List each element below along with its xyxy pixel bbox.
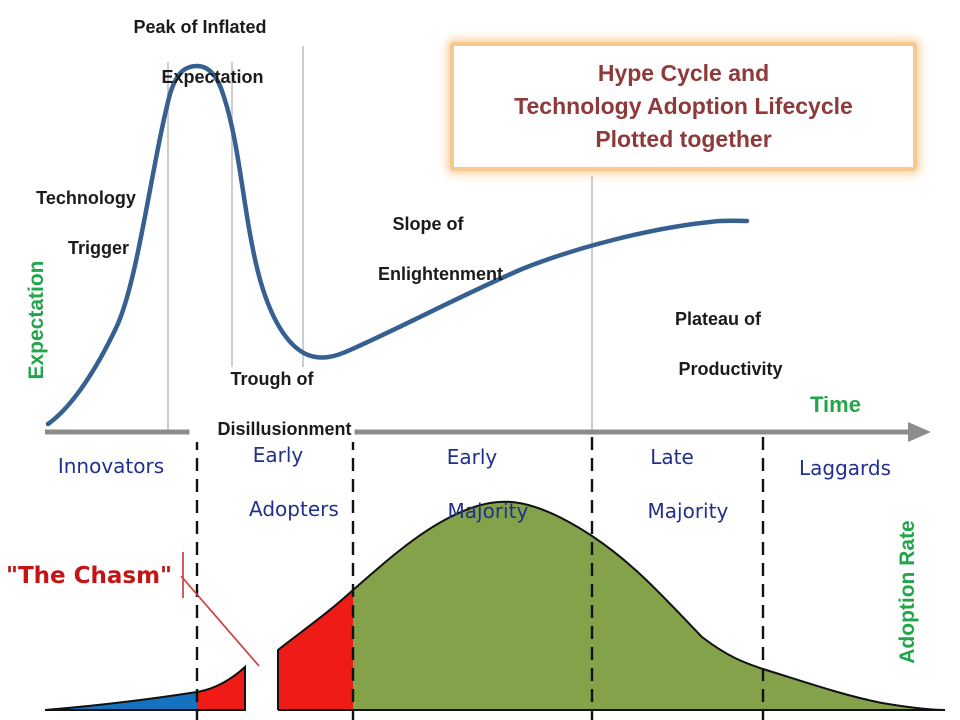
label-slope-of-enlightenment: Slope of Enlightenment <box>353 212 503 287</box>
chasm-label: "The Chasm" <box>5 563 173 589</box>
label-peak-of-inflated-expectation: Peak of Inflated Expectation <box>133 15 266 90</box>
label-plateau-of-productivity: Plateau of Productivity <box>653 307 783 382</box>
early-majority-line2: Majority <box>447 499 529 523</box>
segment-label-late-majority: Late Majority <box>616 444 729 525</box>
chasm-callout-lines <box>180 552 260 667</box>
label-trigger-line2: Trigger <box>67 238 130 258</box>
label-trough-of-disillusionment: Trough of Disillusionment <box>189 367 355 442</box>
time-axis-label: Time <box>810 392 861 417</box>
segment-divider-lines <box>195 437 765 720</box>
segment-label-laggards: Laggards <box>798 456 892 480</box>
label-slope-line2: Enlightenment <box>378 264 504 284</box>
label-plateau-line2: Productivity <box>678 359 783 379</box>
early-majority-line1: Early <box>446 445 498 469</box>
title-line1: Hype Cycle and <box>597 60 770 86</box>
late-majority-line2: Majority <box>647 499 729 523</box>
adoption-rate-axis-label: Adoption Rate <box>896 520 919 664</box>
time-axis-arrowhead-icon <box>908 422 931 442</box>
early-adopters-line1: Early <box>252 443 304 467</box>
label-peak-line2: Expectation <box>161 67 264 87</box>
label-trigger-line1: Technology <box>36 188 136 208</box>
bell-segment-innovators <box>45 692 197 710</box>
segment-label-early-adopters: Early Adopters <box>217 442 339 523</box>
hype-cycle-curve <box>45 63 750 427</box>
label-trough-line2: Disillusionment <box>217 419 352 439</box>
expectation-axis-label: Expectation <box>25 260 48 380</box>
bell-segment-early-adopters-right <box>278 590 353 710</box>
label-plateau-line1: Plateau of <box>674 309 762 329</box>
early-adopters-line2: Adopters <box>249 497 339 521</box>
late-majority-line1: Late <box>650 445 694 469</box>
bell-segment-majority <box>353 501 945 710</box>
chasm-callout-leader <box>180 575 260 667</box>
label-slope-line1: Slope of <box>392 214 464 234</box>
bell-outline-right <box>277 500 946 711</box>
segment-label-early-majority: Early Majority <box>416 444 529 525</box>
title-line3: Plotted together <box>595 126 772 152</box>
label-trough-line1: Trough of <box>230 369 314 389</box>
title-box: Hype Cycle and Technology Adoption Lifec… <box>450 42 917 171</box>
bell-outline-left <box>44 664 246 711</box>
label-peak-line1: Peak of Inflated <box>133 17 267 37</box>
label-technology-trigger: Technology Trigger <box>36 186 136 261</box>
title-line2: Technology Adoption Lifecycle <box>514 93 853 119</box>
segment-label-innovators: Innovators <box>57 454 165 478</box>
